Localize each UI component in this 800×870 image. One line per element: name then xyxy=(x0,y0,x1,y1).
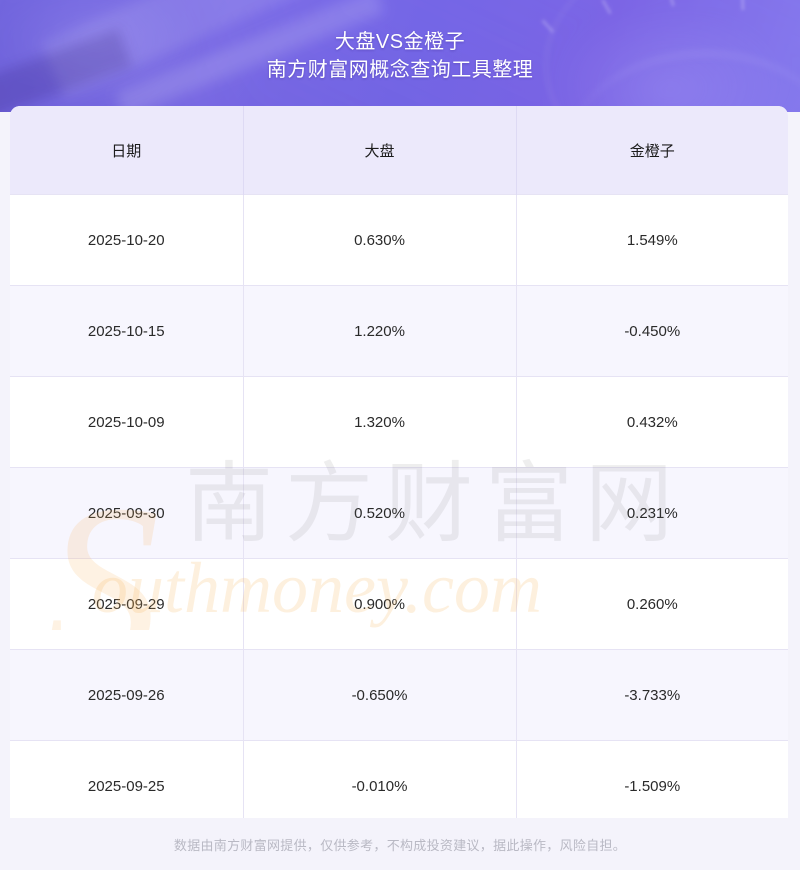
table-header-row: 日期 大盘 金橙子 xyxy=(10,106,788,195)
table-header: 日期 大盘 金橙子 xyxy=(10,106,788,195)
comparison-table: 日期 大盘 金橙子 2025-10-20 0.630% 1.549% 2025-… xyxy=(10,106,788,831)
cell-stock-value: -1.509% xyxy=(516,740,788,831)
fuel-gauge-icon xyxy=(545,0,800,112)
cell-stock-value: -3.733% xyxy=(516,649,788,741)
cell-date: 2025-10-20 xyxy=(10,194,244,286)
cell-index-value: -0.650% xyxy=(243,649,517,741)
cell-stock-value: 0.260% xyxy=(516,558,788,650)
column-header-stock[interactable]: 金橙子 xyxy=(516,106,788,195)
column-header-date[interactable]: 日期 xyxy=(10,106,244,195)
page-title: 大盘VS金橙子 xyxy=(334,31,466,53)
table-row: 2025-10-20 0.630% 1.549% xyxy=(10,194,788,286)
header-title-block: 大盘VS金橙子 南方财富网概念查询工具整理 xyxy=(0,0,800,112)
page-footer: 数据由南方财富网提供，仅供参考，不构成投资建议，据此操作，风险自担。 xyxy=(0,818,800,870)
table-row: 2025-09-25 -0.010% -1.509% xyxy=(10,740,788,831)
cell-stock-value: 0.231% xyxy=(516,467,788,559)
cell-stock-value: 0.432% xyxy=(516,376,788,468)
cell-date: 2025-10-09 xyxy=(10,376,244,468)
cell-date: 2025-10-15 xyxy=(10,285,244,377)
cell-stock-value: 1.549% xyxy=(516,194,788,286)
cell-index-value: 0.520% xyxy=(243,467,517,559)
data-table-card: 日期 大盘 金橙子 2025-10-20 0.630% 1.549% 2025-… xyxy=(10,106,788,831)
table-row: 2025-09-26 -0.650% -3.733% xyxy=(10,649,788,741)
cell-index-value: 1.320% xyxy=(243,376,517,468)
disclaimer-text: 数据由南方财富网提供，仅供参考，不构成投资建议，据此操作，风险自担。 xyxy=(173,837,627,853)
cell-date: 2025-09-30 xyxy=(10,467,244,559)
cell-index-value: 0.630% xyxy=(243,194,517,286)
table-row: 2025-10-15 1.220% -0.450% xyxy=(10,285,788,377)
cell-index-value: -0.010% xyxy=(243,740,517,831)
cell-date: 2025-09-25 xyxy=(10,740,244,831)
page-header: 大盘VS金橙子 南方财富网概念查询工具整理 xyxy=(0,0,800,112)
page-subtitle: 南方财富网概念查询工具整理 xyxy=(266,59,534,81)
cell-date: 2025-09-26 xyxy=(10,649,244,741)
gauge-arc-decoration xyxy=(565,52,800,112)
cell-index-value: 0.900% xyxy=(243,558,517,650)
table-row: 2025-09-30 0.520% 0.231% xyxy=(10,467,788,559)
table-body: 2025-10-20 0.630% 1.549% 2025-10-15 1.22… xyxy=(10,194,788,831)
table-row: 2025-09-29 0.900% 0.260% xyxy=(10,558,788,650)
table-row: 2025-10-09 1.320% 0.432% xyxy=(10,376,788,468)
cell-index-value: 1.220% xyxy=(243,285,517,377)
column-header-index[interactable]: 大盘 xyxy=(243,106,517,195)
cell-date: 2025-09-29 xyxy=(10,558,244,650)
cell-stock-value: -0.450% xyxy=(516,285,788,377)
